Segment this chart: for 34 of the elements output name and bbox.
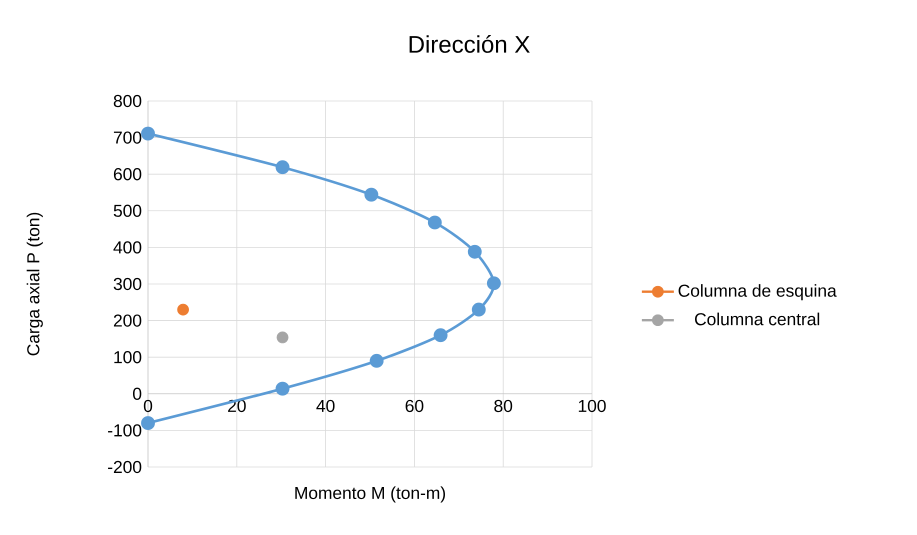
x-tick-label: 60 xyxy=(406,400,424,412)
y-axis-title: Carga axial P (ton) xyxy=(26,212,43,356)
point xyxy=(364,188,378,202)
x-tick-label: 0 xyxy=(144,400,152,412)
y-tick-label: 700 xyxy=(114,131,142,144)
y-tick-label: 200 xyxy=(114,314,142,327)
point xyxy=(370,354,384,368)
point xyxy=(141,416,155,430)
point xyxy=(177,304,189,316)
point xyxy=(434,328,448,342)
legend-label: Columna central xyxy=(695,312,820,326)
y-tick-label: 600 xyxy=(114,168,142,180)
y-tick-label: -100 xyxy=(108,424,142,437)
y-tick-label: 0 xyxy=(132,388,142,400)
point xyxy=(428,216,442,230)
chart-title: Dirección X xyxy=(410,34,530,53)
point xyxy=(486,276,501,290)
x-tick-label: 80 xyxy=(494,400,512,412)
point xyxy=(276,160,290,174)
point xyxy=(141,126,155,140)
y-tick-label: -200 xyxy=(108,460,142,474)
point xyxy=(468,244,482,259)
x-tick-label: 40 xyxy=(316,400,335,412)
y-tick-label: 500 xyxy=(114,204,142,217)
point xyxy=(276,332,288,344)
point xyxy=(472,302,486,317)
y-tick-label: 300 xyxy=(114,278,142,290)
y-tick-label: 400 xyxy=(113,241,142,254)
y-tick-label: 800 xyxy=(114,94,142,108)
legend-label: Columna de esquina xyxy=(678,284,837,300)
point xyxy=(276,382,290,396)
y-tick-label: 100 xyxy=(114,351,142,364)
x-tick-label: 100 xyxy=(578,400,606,412)
x-axis-title: Momento M (ton-m) xyxy=(295,486,445,503)
